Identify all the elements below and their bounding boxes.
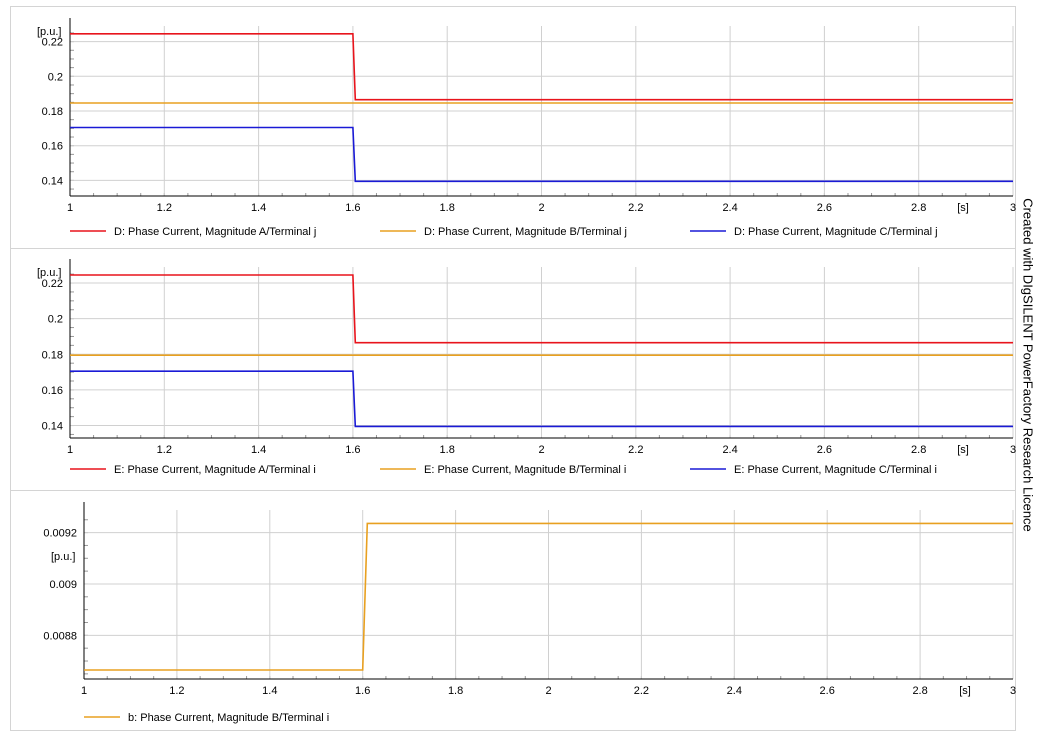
legend: D: Phase Current, Magnitude A/Terminal j… xyxy=(70,226,938,238)
x-tick-label: 2.4 xyxy=(722,444,737,456)
y-tick-label: 0.18 xyxy=(42,349,63,361)
legend-label: D: Phase Current, Magnitude B/Terminal j xyxy=(424,226,627,238)
chart-panel-1: 0.14 0.16 0.18 0.2 0.22[p.u.] 1 1.2 1.4 1.6 1.8 2 2… xyxy=(37,18,1016,238)
series-line xyxy=(84,522,1013,671)
legend: E: Phase Current, Magnitude A/Terminal i… xyxy=(70,464,937,476)
y-tick-label: 0.22 xyxy=(42,37,63,49)
x-tick-label: 1 xyxy=(67,444,73,456)
x-tick-label: 2.8 xyxy=(912,685,927,697)
legend-label: D: Phase Current, Magnitude A/Terminal j xyxy=(114,226,316,238)
y-tick-label: 0.22 xyxy=(42,278,63,290)
x-tick-label: 1.6 xyxy=(345,444,360,456)
series-group xyxy=(70,32,1013,183)
x-tick-label: 1.2 xyxy=(169,685,184,697)
grid xyxy=(69,267,1014,438)
x-tick-label: 1 xyxy=(81,685,87,697)
series-line xyxy=(70,126,1013,183)
x-axis-unit-label: [s] xyxy=(957,444,969,456)
y-axis-label: [p.u.] xyxy=(37,26,61,38)
x-tick-label: 2.8 xyxy=(911,202,926,214)
x-tick-label: 2 xyxy=(545,685,551,697)
y-tick-label: 0.0088 xyxy=(43,630,77,642)
chart-panel-3: 0.0088 0.009 0.0092 [p.u.] 1 1.2 1.4 1.6 1.8 2 2.2… xyxy=(43,502,1016,724)
series-line xyxy=(70,370,1013,428)
x-tick-label: 1.4 xyxy=(251,202,266,214)
y-tick-label: 0.2 xyxy=(48,314,63,326)
series-line xyxy=(70,274,1013,344)
y-tick-label: 0.18 xyxy=(42,106,63,118)
chart-panel-2: 0.14 0.16 0.18 0.2 0.22[p.u.] 1 1.2 1.4 1.6 1.8 2 2… xyxy=(37,259,1016,476)
x-tick-label: 2.8 xyxy=(911,444,926,456)
y-tick-label: 0.16 xyxy=(42,385,63,397)
x-tick-label: 2.4 xyxy=(727,685,742,697)
legend-label: D: Phase Current, Magnitude C/Terminal j xyxy=(734,226,938,238)
y-tick-label: 0.14 xyxy=(42,175,63,187)
legend-label: E: Phase Current, Magnitude A/Terminal i xyxy=(114,464,316,476)
series-group xyxy=(70,274,1013,428)
x-axis-unit-label: [s] xyxy=(959,685,971,697)
y-tick-label: 0.2 xyxy=(48,71,63,83)
y-tick-label: 0.009 xyxy=(49,579,77,591)
y-tick-label: 0.16 xyxy=(42,141,63,153)
x-tick-label: 2.6 xyxy=(820,685,835,697)
x-tick-label: 1.8 xyxy=(448,685,463,697)
x-tick-label: 2.2 xyxy=(628,202,643,214)
x-tick-label: 2.2 xyxy=(634,685,649,697)
watermark-text: Created with DIgSILENT PowerFactory Rese… xyxy=(1020,198,1036,532)
legend-label: E: Phase Current, Magnitude B/Terminal i xyxy=(424,464,626,476)
grid xyxy=(83,510,1014,679)
x-tick-label: 1 xyxy=(67,202,73,214)
x-tick-label: 1.8 xyxy=(440,444,455,456)
x-tick-label: 1.2 xyxy=(157,444,172,456)
legend-label: E: Phase Current, Magnitude C/Terminal i xyxy=(734,464,937,476)
x-tick-label: 2.2 xyxy=(628,444,643,456)
x-tick-label: 1.8 xyxy=(440,202,455,214)
x-tick-label: 1.2 xyxy=(157,202,172,214)
y-tick-label: 0.14 xyxy=(42,421,63,433)
legend-label: b: Phase Current, Magnitude B/Terminal i xyxy=(128,712,329,724)
x-tick-label: 1.6 xyxy=(355,685,370,697)
page-frame xyxy=(10,6,1016,731)
y-tick-label: 0.0092 xyxy=(43,528,77,540)
x-tick-label: 2.6 xyxy=(817,444,832,456)
series-group xyxy=(84,522,1013,671)
x-tick-label: 2.4 xyxy=(722,202,737,214)
y-axis-label: [p.u.] xyxy=(37,267,61,279)
x-tick-label: 1.4 xyxy=(251,444,266,456)
x-tick-label: 3 xyxy=(1010,202,1016,214)
y-axis-label: [p.u.] xyxy=(51,551,75,563)
legend: b: Phase Current, Magnitude B/Terminal i xyxy=(84,712,329,724)
x-tick-label: 3 xyxy=(1010,444,1016,456)
x-tick-label: 2 xyxy=(538,202,544,214)
x-axis-unit-label: [s] xyxy=(957,202,969,214)
x-tick-label: 2.6 xyxy=(817,202,832,214)
x-tick-label: 3 xyxy=(1010,685,1016,697)
x-tick-label: 1.6 xyxy=(345,202,360,214)
series-line xyxy=(70,32,1013,101)
grid xyxy=(69,26,1014,196)
x-tick-label: 1.4 xyxy=(262,685,277,697)
x-tick-label: 2 xyxy=(538,444,544,456)
